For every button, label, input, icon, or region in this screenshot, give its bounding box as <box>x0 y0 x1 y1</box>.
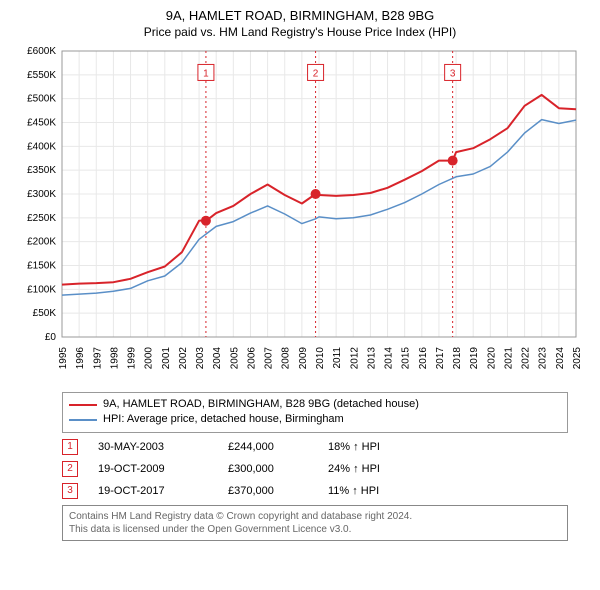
svg-text:2017: 2017 <box>435 346 446 369</box>
legend-item: HPI: Average price, detached house, Birm… <box>69 412 561 427</box>
svg-text:£500K: £500K <box>27 94 56 105</box>
svg-text:2002: 2002 <box>178 346 189 369</box>
attribution-box: Contains HM Land Registry data © Crown c… <box>62 505 568 541</box>
legend-swatch <box>69 419 97 421</box>
event-price: £300,000 <box>228 463 308 475</box>
line-chart-svg: £0 £50K £100K £150K £200K £250K £300K £350K £400… <box>12 43 588 383</box>
svg-text:2009: 2009 <box>298 346 309 369</box>
svg-text:1: 1 <box>203 68 209 79</box>
svg-text:£0: £0 <box>45 332 57 343</box>
svg-text:2003: 2003 <box>195 346 206 369</box>
svg-text:£400K: £400K <box>27 141 56 152</box>
event-percent: 24% ↑ HPI <box>328 463 418 475</box>
svg-text:£250K: £250K <box>27 213 56 224</box>
svg-text:2015: 2015 <box>401 346 412 369</box>
svg-text:2024: 2024 <box>555 346 566 369</box>
svg-text:2012: 2012 <box>349 346 360 369</box>
svg-text:2021: 2021 <box>503 346 514 369</box>
svg-text:2005: 2005 <box>229 346 240 369</box>
chart-subtitle: Price paid vs. HM Land Registry's House … <box>12 25 588 39</box>
svg-text:2025: 2025 <box>572 346 583 369</box>
svg-text:£600K: £600K <box>27 46 56 57</box>
event-price: £370,000 <box>228 485 308 497</box>
svg-text:2020: 2020 <box>486 346 497 369</box>
attribution-line2: This data is licensed under the Open Gov… <box>69 523 561 536</box>
chart-title: 9A, HAMLET ROAD, BIRMINGHAM, B28 9BG <box>12 8 588 25</box>
svg-text:2019: 2019 <box>469 346 480 369</box>
svg-text:3: 3 <box>450 68 456 79</box>
event-row: 2 19-OCT-2009 £300,000 24% ↑ HPI <box>62 461 568 477</box>
svg-text:2018: 2018 <box>452 346 463 369</box>
svg-text:1995: 1995 <box>58 346 69 369</box>
svg-text:£50K: £50K <box>33 308 57 319</box>
event-percent: 18% ↑ HPI <box>328 441 418 453</box>
svg-text:2023: 2023 <box>538 346 549 369</box>
event-date: 19-OCT-2009 <box>98 463 208 475</box>
svg-text:2001: 2001 <box>161 346 172 369</box>
svg-text:2004: 2004 <box>212 346 223 369</box>
svg-text:1999: 1999 <box>127 346 138 369</box>
svg-text:2016: 2016 <box>418 346 429 369</box>
event-marker-number: 2 <box>62 461 78 477</box>
svg-text:1997: 1997 <box>92 346 103 369</box>
svg-text:£350K: £350K <box>27 165 56 176</box>
svg-text:£150K: £150K <box>27 260 56 271</box>
legend-label: 9A, HAMLET ROAD, BIRMINGHAM, B28 9BG (de… <box>103 397 419 412</box>
event-marker-number: 1 <box>62 439 78 455</box>
svg-text:2007: 2007 <box>264 346 275 369</box>
event-marker-number: 3 <box>62 483 78 499</box>
svg-text:2000: 2000 <box>144 346 155 369</box>
svg-text:2010: 2010 <box>315 346 326 369</box>
svg-text:1996: 1996 <box>75 346 86 369</box>
svg-text:1998: 1998 <box>109 346 120 369</box>
chart-container: 9A, HAMLET ROAD, BIRMINGHAM, B28 9BG Pri… <box>0 0 600 549</box>
event-date: 30-MAY-2003 <box>98 441 208 453</box>
svg-text:2008: 2008 <box>281 346 292 369</box>
event-percent: 11% ↑ HPI <box>328 485 418 497</box>
event-price: £244,000 <box>228 441 308 453</box>
svg-text:£550K: £550K <box>27 70 56 81</box>
event-row: 1 30-MAY-2003 £244,000 18% ↑ HPI <box>62 439 568 455</box>
svg-text:2: 2 <box>313 68 319 79</box>
legend-label: HPI: Average price, detached house, Birm… <box>103 412 344 427</box>
event-date: 19-OCT-2017 <box>98 485 208 497</box>
svg-text:2022: 2022 <box>521 346 532 369</box>
svg-text:2006: 2006 <box>246 346 257 369</box>
svg-text:2011: 2011 <box>332 346 343 368</box>
legend-swatch <box>69 404 97 406</box>
legend-box: 9A, HAMLET ROAD, BIRMINGHAM, B28 9BG (de… <box>62 392 568 433</box>
svg-text:2013: 2013 <box>366 346 377 369</box>
event-row: 3 19-OCT-2017 £370,000 11% ↑ HPI <box>62 483 568 499</box>
svg-text:£200K: £200K <box>27 237 56 248</box>
events-list: 1 30-MAY-2003 £244,000 18% ↑ HPI 2 19-OCT-200… <box>62 439 568 499</box>
svg-text:2014: 2014 <box>384 346 395 369</box>
svg-text:£450K: £450K <box>27 117 56 128</box>
svg-text:£100K: £100K <box>27 284 56 295</box>
svg-text:£300K: £300K <box>27 189 56 200</box>
attribution-line1: Contains HM Land Registry data © Crown c… <box>69 510 561 523</box>
chart-area: £0 £50K £100K £150K £200K £250K £300K £350K £400… <box>12 43 588 388</box>
legend-item: 9A, HAMLET ROAD, BIRMINGHAM, B28 9BG (de… <box>69 397 561 412</box>
